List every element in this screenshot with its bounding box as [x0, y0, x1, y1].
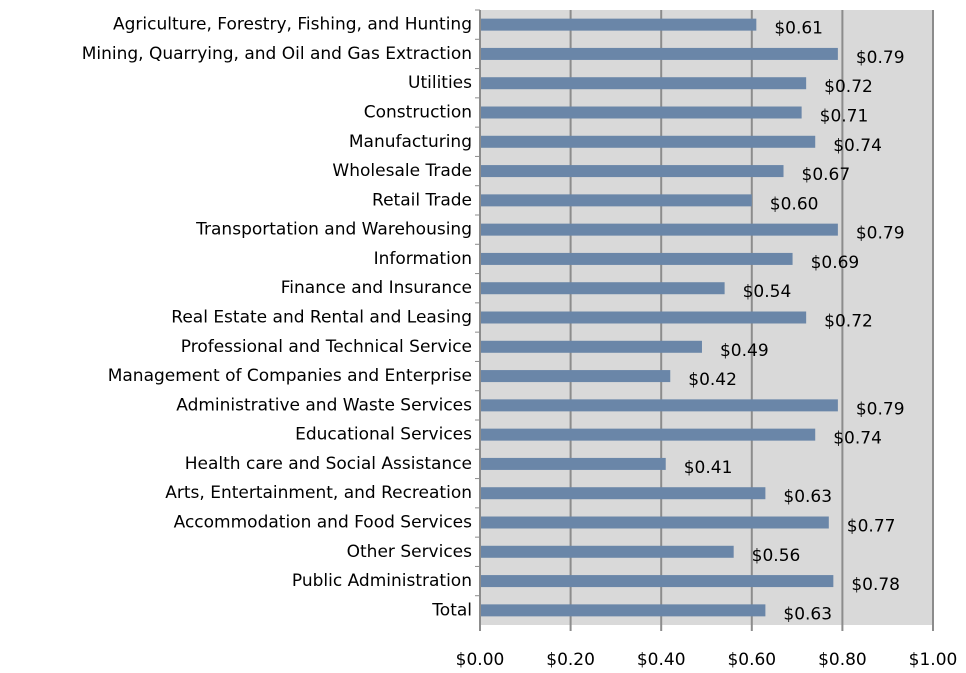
value-label: $0.78	[851, 575, 900, 595]
y-tick-label: Health care and Social Assistance	[185, 454, 472, 474]
bar	[480, 77, 807, 90]
value-label: $0.79	[856, 399, 905, 419]
bar	[480, 428, 816, 441]
bar	[480, 18, 757, 31]
bar	[480, 135, 816, 148]
x-tick-label: $0.40	[637, 650, 686, 670]
value-label: $0.63	[783, 604, 832, 624]
bar	[480, 340, 702, 353]
y-tick-label: Educational Services	[295, 425, 472, 445]
bar	[480, 282, 725, 295]
bar	[480, 545, 734, 558]
x-tick-label: $0.80	[818, 650, 867, 670]
bar	[480, 252, 793, 265]
y-tick-label: Manufacturing	[349, 132, 472, 152]
value-label: $0.61	[774, 19, 823, 39]
bar	[480, 457, 666, 470]
y-tick-label: Mining, Quarrying, and Oil and Gas Extra…	[82, 44, 472, 64]
y-tick-label: Management of Companies and Enterprise	[108, 366, 472, 386]
value-label: $0.74	[833, 429, 882, 449]
value-label: $0.71	[820, 107, 869, 127]
y-tick-label: Wholesale Trade	[332, 161, 472, 181]
bar	[480, 194, 752, 207]
y-tick-label: Arts, Entertainment, and Recreation	[165, 483, 472, 503]
y-tick-label: Construction	[364, 103, 472, 123]
value-label: $0.77	[847, 517, 896, 537]
bar	[480, 399, 838, 412]
value-label: $0.79	[856, 224, 905, 244]
y-tick-label: Transportation and Warehousing	[195, 220, 472, 240]
value-label: $0.63	[783, 487, 832, 507]
value-label: $0.74	[833, 136, 882, 156]
bar	[480, 516, 829, 529]
value-label: $0.42	[688, 370, 737, 390]
y-tick-label: Information	[374, 249, 472, 269]
y-tick-label: Total	[431, 600, 472, 620]
y-tick-label: Utilities	[408, 73, 472, 93]
y-tick-label: Retail Trade	[372, 190, 472, 210]
bar	[480, 370, 671, 383]
y-tick-label: Public Administration	[292, 571, 472, 591]
value-label: $0.60	[770, 194, 819, 214]
value-label: $0.49	[720, 341, 769, 361]
bar	[480, 47, 838, 60]
bar	[480, 223, 838, 236]
y-tick-label: Other Services	[347, 542, 473, 562]
x-tick-label: $0.00	[456, 650, 505, 670]
x-tick-label: $1.00	[909, 650, 958, 670]
value-label: $0.54	[743, 282, 792, 302]
y-tick-label: Accommodation and Food Services	[174, 513, 473, 533]
bar	[480, 165, 784, 178]
bar	[480, 487, 766, 500]
y-tick-label: Finance and Insurance	[281, 278, 472, 298]
bar	[480, 604, 766, 617]
bar	[480, 106, 802, 119]
value-label: $0.69	[811, 253, 860, 273]
y-tick-label: Administrative and Waste Services	[176, 395, 472, 415]
x-tick-label: $0.60	[727, 650, 776, 670]
value-label: $0.67	[802, 165, 851, 185]
x-tick-label: $0.20	[546, 650, 595, 670]
bar	[480, 575, 834, 588]
value-label: $0.41	[684, 458, 733, 478]
y-tick-label: Real Estate and Rental and Leasing	[171, 308, 472, 328]
bar	[480, 311, 807, 324]
value-label: $0.79	[856, 48, 905, 68]
value-label: $0.72	[824, 312, 873, 332]
y-tick-label: Professional and Technical Service	[181, 337, 472, 357]
y-tick-label: Agriculture, Forestry, Fishing, and Hunt…	[113, 15, 472, 35]
value-label: $0.56	[752, 546, 801, 566]
value-label: $0.72	[824, 77, 873, 97]
